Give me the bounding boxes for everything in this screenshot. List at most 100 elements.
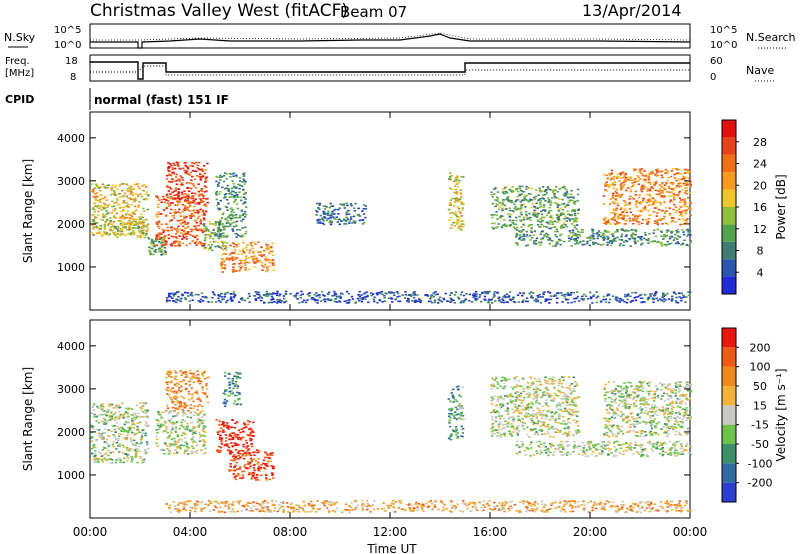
colorbar-segment — [722, 120, 736, 138]
freq-tick-top: 18 — [65, 56, 78, 67]
data-patch-8 — [315, 202, 368, 226]
data-patch-0 — [90, 402, 150, 464]
y-tick-label: 2000 — [57, 426, 85, 439]
colorbar-tick-label: 12 — [753, 223, 767, 236]
data-patch-9 — [447, 172, 465, 231]
colorbar-tick-label: -50 — [751, 438, 769, 451]
data-patch-9 — [602, 381, 693, 438]
y-axis-label: Slant Range [km] — [21, 159, 35, 263]
colorbar-segment — [722, 405, 736, 425]
freq-label-1: Freq. — [5, 56, 30, 67]
data-patch-3 — [222, 371, 243, 407]
colorbar-segment — [722, 276, 736, 294]
colorbar-segment — [722, 154, 736, 173]
nsearch-trace — [90, 32, 691, 41]
colorbar-tick-label: -15 — [751, 419, 769, 432]
colorbar-tick-label: 15 — [753, 399, 767, 412]
nave-tick-bottom: 0 — [710, 72, 716, 83]
data-patch-8 — [515, 440, 692, 458]
data-patch-12 — [602, 168, 693, 226]
nave-label: Nave — [746, 64, 774, 77]
data-patch-11 — [515, 228, 693, 247]
freq-trace — [90, 61, 690, 80]
data-patch-3 — [165, 161, 210, 204]
data-patch-4 — [215, 419, 255, 455]
nsearch-label: N.Search — [746, 31, 796, 44]
power-panel: 1000 2000 3000 4000 Slant Range [km] 4 8 12 16 20… — [21, 111, 788, 311]
y-axis-label: Slant Range [km] — [21, 367, 35, 471]
colorbar-segment — [722, 241, 736, 260]
data-patch-1 — [165, 369, 210, 412]
x-tick-label: 08:00 — [273, 525, 308, 539]
plot-frame — [89, 319, 691, 519]
station-title: Christmas Valley West (fitACF) — [90, 1, 348, 21]
colorbar-tick-label: 200 — [750, 341, 771, 354]
x-tick-label: 04:00 — [173, 525, 208, 539]
y-tick-label: 1000 — [57, 469, 85, 482]
colorbar-segment — [722, 172, 736, 190]
colorbar-segment — [722, 347, 736, 367]
cpid-value: normal (fast) 151 IF — [94, 93, 229, 107]
y-tick-label: 4000 — [57, 340, 85, 353]
colorbar-label: Power [dB] — [774, 174, 788, 239]
colorbar-tick-label: 50 — [753, 380, 767, 393]
colorbar-tick-label: -100 — [748, 457, 773, 470]
time-axis: 00:00 04:00 08:00 12:00 16:00 20:00 00:00 — [73, 525, 708, 539]
nsky-label: N.Sky — [4, 31, 36, 44]
colorbar-frame — [721, 327, 737, 503]
data-patch-10 — [490, 185, 580, 230]
y-tick-label: 3000 — [57, 175, 85, 188]
velocity-panel: 1000 2000 3000 4000 Slant Range [km] 200 100 50… — [21, 319, 788, 519]
nave-trace — [90, 65, 690, 76]
colorbar-tick-label: 16 — [753, 201, 767, 214]
data-patch-13 — [165, 290, 692, 304]
colorbar-segment — [722, 189, 736, 207]
colorbar-segment — [722, 224, 736, 242]
y-tick-label: 1000 — [57, 261, 85, 274]
x-tick-label: 00:00 — [673, 525, 708, 539]
x-tick-label: 16:00 — [473, 525, 508, 539]
colorbar-tick-label: 24 — [753, 158, 767, 171]
x-tick-label: 12:00 — [373, 525, 408, 539]
nsky-tick-bottom: 10^0 — [54, 40, 81, 51]
data-patch-10 — [165, 499, 693, 514]
x-tick-label: 00:00 — [73, 525, 108, 539]
freq-label-2: [MHz] — [5, 68, 34, 79]
nsky-panel — [89, 23, 691, 49]
colorbar-segment — [722, 482, 736, 502]
colorbar-segment — [722, 207, 736, 225]
freq-tick-bottom: 8 — [70, 72, 76, 83]
nsky-tick-top: 10^5 — [54, 25, 81, 36]
colorbar-tick-label: 28 — [753, 136, 767, 149]
date-label: 13/Apr/2014 — [582, 1, 682, 20]
y-tick-label: 3000 — [57, 383, 85, 396]
colorbar-tick-label: -200 — [748, 477, 773, 490]
colorbar-tick-label: 100 — [750, 361, 771, 374]
data-patch-4 — [155, 193, 208, 247]
colorbar-segment — [722, 386, 736, 406]
nsky-trace — [90, 33, 691, 49]
x-axis-label: Time UT — [366, 542, 417, 554]
cpid-label: CPID — [5, 93, 34, 106]
colorbar-segment — [722, 137, 736, 155]
nave-tick-top: 60 — [710, 56, 723, 67]
data-patch-5 — [227, 449, 275, 481]
colorbar-segment — [722, 424, 736, 444]
data-patch-6 — [447, 385, 465, 441]
data-patch-6 — [215, 172, 248, 238]
colorbar-segment — [722, 366, 736, 386]
x-tick-label: 20:00 — [573, 525, 608, 539]
data-patch-7 — [220, 241, 275, 273]
y-tick-label: 4000 — [57, 132, 85, 145]
colorbar-segment — [722, 259, 736, 277]
colorbar-segment — [722, 328, 736, 348]
colorbar-tick-label: 4 — [757, 266, 764, 279]
data-patch-2 — [155, 410, 208, 455]
freq-panel — [89, 54, 691, 82]
plot-frame — [89, 111, 691, 311]
colorbar-segment — [722, 463, 736, 483]
nsearch-tick-bottom: 10^0 — [710, 40, 737, 51]
beam-label: Beam 07 — [340, 3, 407, 21]
data-patch-7 — [490, 376, 580, 438]
